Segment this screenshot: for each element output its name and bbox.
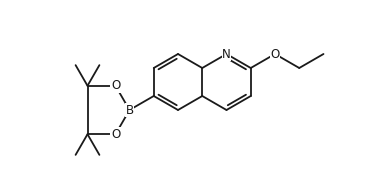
Text: O: O (111, 128, 120, 141)
Text: O: O (270, 47, 279, 61)
Text: N: N (222, 47, 231, 61)
Text: O: O (111, 79, 120, 92)
Text: B: B (125, 104, 134, 116)
